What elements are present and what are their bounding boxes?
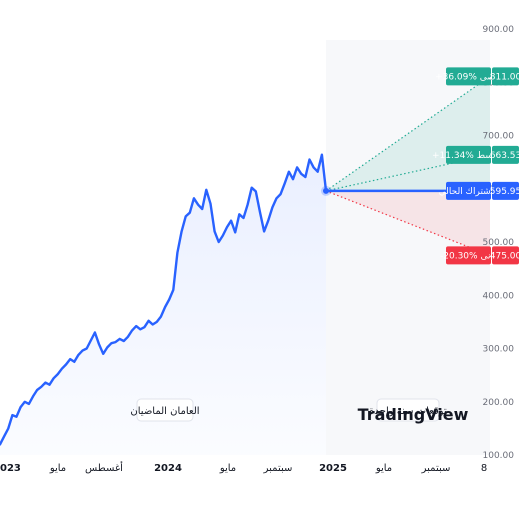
x-tick-label: مايو: [219, 463, 236, 474]
tag-max-value-box: [492, 67, 519, 86]
caption-past-two-years-text: العامان الماضيان: [130, 406, 199, 417]
forecast-min-line: [325, 190, 491, 256]
x-tick-label: 2025: [319, 463, 347, 474]
caption-past-two-years: العامان الماضيان: [130, 398, 200, 422]
tag-max-label-box: [446, 67, 491, 86]
tag-max-value: 811.00: [490, 72, 520, 82]
tag-min-value-box: [492, 246, 519, 265]
tag-avg-label: +11.34% متوسط: [432, 151, 505, 161]
caption-one-year-forecast-text: توقعات سنة واحدة: [369, 406, 447, 417]
caption-one-year-forecast: توقعات سنة واحدة: [369, 398, 447, 422]
tag-current-value: 595.95: [490, 187, 520, 197]
watermark-text: TradingView: [358, 405, 469, 424]
y-tick-label: 900.00: [483, 25, 515, 35]
x-tick-label: سبتمبر: [263, 463, 293, 474]
tradingview-watermark: TradingView: [358, 405, 469, 424]
tag-min-value: 475.00: [490, 251, 520, 261]
tag-min-label-box: [446, 246, 491, 265]
y-tick-label: 500.00: [483, 238, 515, 248]
current-point: [323, 187, 329, 194]
x-tick-label: مايو: [375, 463, 392, 474]
tag-avg-value: 663.53: [490, 151, 520, 161]
x-tick-label: سبتمبر: [421, 463, 451, 474]
y-tick-label: 700.00: [483, 132, 515, 142]
caption-one-year-forecast-box: [376, 398, 440, 422]
history-area: [0, 154, 326, 455]
x-tick-label: 023: [0, 463, 21, 474]
price-line: [0, 153, 328, 446]
y-tick-label: 400.00: [483, 291, 515, 301]
y-tick-label: 200.00: [483, 398, 515, 408]
tag-current-label: الاشتراك الحالي: [439, 187, 499, 197]
tag-min-label: -20.30% أدنى: [440, 249, 497, 261]
y-tick-label: 100.00: [483, 451, 515, 461]
x-tick-label: مايو: [49, 463, 66, 474]
tag-avg-label-box: [446, 145, 491, 164]
tag-current-label-box: [446, 181, 491, 200]
forecast-max-line: [325, 75, 491, 192]
tag-current-value-box: [492, 181, 519, 200]
tag-avg-value-box: [492, 145, 519, 164]
x-tick-label: أغسطس: [85, 461, 123, 474]
y-tick-label: 300.00: [483, 345, 515, 355]
caption-past-two-years-box: [136, 398, 194, 422]
x-tick-label: 2024: [154, 463, 182, 474]
tag-max-label: +36.09% أقصى: [435, 70, 502, 82]
x-tick-label: 8: [481, 463, 487, 474]
